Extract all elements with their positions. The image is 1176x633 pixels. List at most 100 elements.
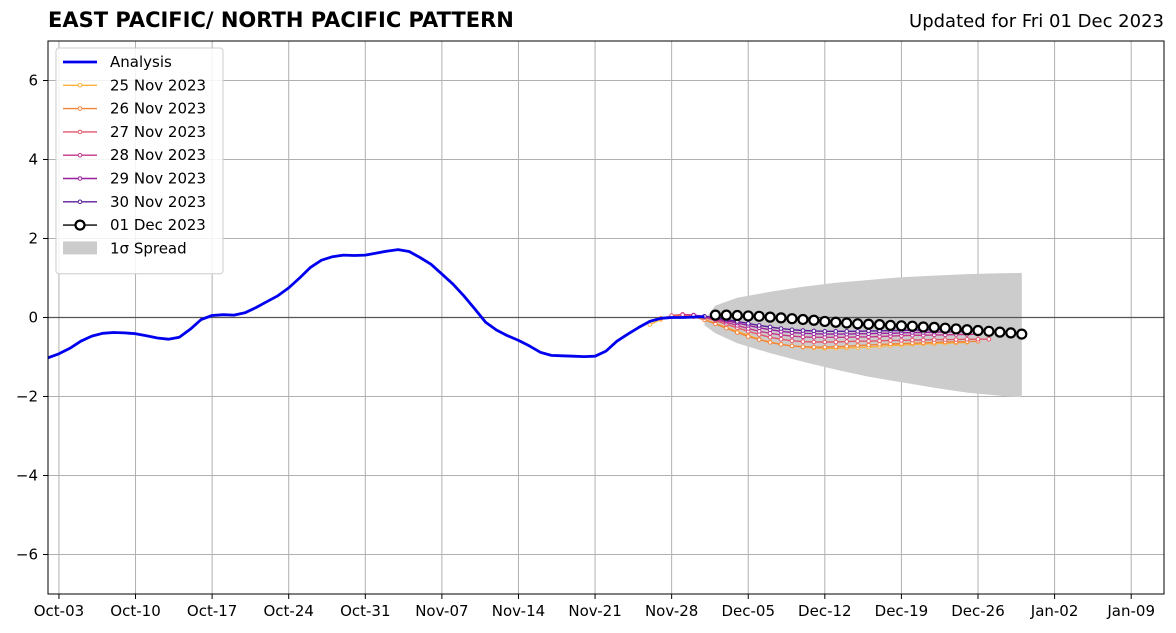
x-tick-label: Nov-28 — [645, 602, 698, 620]
x-tick-label: Jan-02 — [1030, 602, 1079, 620]
forecast-point — [789, 343, 795, 349]
forecast-point — [767, 324, 773, 330]
x-tick-label: Dec-19 — [875, 602, 929, 620]
x-tick-label: Dec-12 — [798, 602, 852, 620]
x-tick-label: Dec-26 — [951, 602, 1005, 620]
current-forecast-point — [731, 309, 743, 322]
current-forecast-point — [841, 317, 853, 329]
forecast-point — [877, 338, 882, 344]
forecast-point — [789, 327, 795, 333]
current-forecast-point — [884, 319, 897, 331]
current-forecast-point — [819, 315, 831, 328]
current-forecast-point — [1016, 328, 1028, 340]
legend-box — [55, 47, 224, 275]
y-tick-label: 0 — [28, 309, 38, 327]
current-forecast-point — [961, 324, 973, 336]
x-tick-label: Dec-05 — [721, 602, 775, 620]
legend-label: 30 Nov 2023 — [110, 193, 206, 211]
forecast-point — [778, 336, 784, 342]
legend-spread-swatch — [63, 241, 97, 255]
forecast-point — [920, 337, 926, 343]
current-forecast-point — [830, 316, 842, 328]
legend-label-spread: 1σ Spread — [110, 239, 187, 257]
current-forecast-point — [709, 309, 722, 321]
x-tick-label: Oct-03 — [34, 602, 84, 620]
current-forecast-point — [862, 318, 875, 330]
forecast-point — [855, 329, 860, 334]
legend-entry: 27 Nov 2023 — [63, 123, 206, 141]
forecast-point — [942, 337, 948, 342]
forecast-point — [866, 338, 871, 344]
current-forecast-point — [939, 322, 951, 334]
x-tick-label: Jan-09 — [1106, 602, 1155, 620]
x-axis: Oct-03 Oct-10 Oct-17 Oct-24 Oct-31 Nov-07 Nov-… — [34, 594, 1155, 620]
forecast-point — [745, 321, 751, 326]
forecast-point — [833, 329, 839, 334]
legend-label: 25 Nov 2023 — [110, 76, 206, 94]
x-tick-label: Oct-10 — [110, 602, 160, 620]
legend-label: 28 Nov 2023 — [110, 146, 206, 164]
legend-label: 01 Dec 2023 — [110, 216, 206, 234]
current-forecast-point — [873, 319, 886, 331]
forecast-point — [953, 337, 959, 342]
y-tick-label: −2 — [16, 388, 38, 406]
forecast-point — [778, 342, 784, 347]
legend-label: 29 Nov 2023 — [110, 170, 206, 188]
current-forecast-point — [786, 313, 798, 325]
forecast-point — [778, 326, 784, 331]
x-tick-label: Oct-31 — [340, 602, 390, 620]
forecast-point — [745, 334, 751, 339]
forecast-point — [899, 338, 904, 343]
legend-marker — [77, 152, 83, 158]
current-forecast-point — [994, 326, 1006, 338]
legend-label: Analysis — [110, 53, 172, 71]
analysis-line — [47, 248, 705, 360]
forecast-line — [682, 314, 979, 338]
forecast-point — [822, 339, 828, 345]
forecast-point — [800, 339, 806, 344]
forecast-point — [822, 329, 828, 334]
current-forecast-point — [775, 312, 787, 324]
y-axis: −6 −4 −2 0 2 4 6 — [16, 72, 48, 564]
x-tick-label: Nov-21 — [568, 602, 621, 620]
forecast-point — [986, 336, 992, 342]
chart-title: EAST PACIFIC/ NORTH PACIFIC PATTERN — [48, 8, 514, 32]
legend-marker — [77, 106, 83, 111]
forecast-point — [767, 334, 773, 340]
y-tick-label: 6 — [28, 72, 38, 90]
legend-marker — [74, 219, 86, 231]
series-0 — [47, 248, 705, 360]
forecast-point — [811, 344, 817, 350]
current-forecast-point — [950, 323, 962, 335]
current-forecast-point — [797, 313, 809, 326]
legend-entry: 01 Dec 2023 — [63, 216, 206, 234]
legend-entry: 26 Nov 2023 — [63, 100, 206, 118]
forecast-point — [811, 339, 817, 345]
y-tick-label: 2 — [28, 230, 38, 248]
forecast-point — [811, 328, 817, 334]
legend-entry: 25 Nov 2023 — [63, 76, 206, 94]
x-tick-label: Oct-24 — [263, 602, 313, 620]
legend-entry: Analysis — [63, 53, 172, 71]
current-forecast-point — [753, 310, 765, 322]
current-forecast-point — [720, 309, 732, 321]
series-2 — [658, 312, 981, 350]
legend-marker — [77, 129, 83, 135]
x-tick-label: Nov-14 — [492, 602, 545, 620]
forecast-point — [756, 337, 762, 342]
current-forecast-point — [852, 318, 864, 330]
forecast-point — [833, 339, 839, 345]
legend-entry: 28 Nov 2023 — [63, 146, 206, 164]
forecast-point — [975, 336, 981, 342]
forecast-point — [800, 328, 806, 333]
forecast-point — [800, 344, 806, 350]
y-tick-label: −4 — [16, 467, 38, 485]
forecast-point — [844, 329, 850, 334]
x-tick-label: Oct-17 — [187, 602, 237, 620]
legend-marker — [77, 199, 83, 205]
series-layer — [47, 248, 1028, 360]
forecast-point — [822, 344, 828, 350]
forecast-point — [789, 338, 795, 344]
current-forecast-point — [983, 325, 995, 337]
forecast-point — [724, 325, 729, 331]
